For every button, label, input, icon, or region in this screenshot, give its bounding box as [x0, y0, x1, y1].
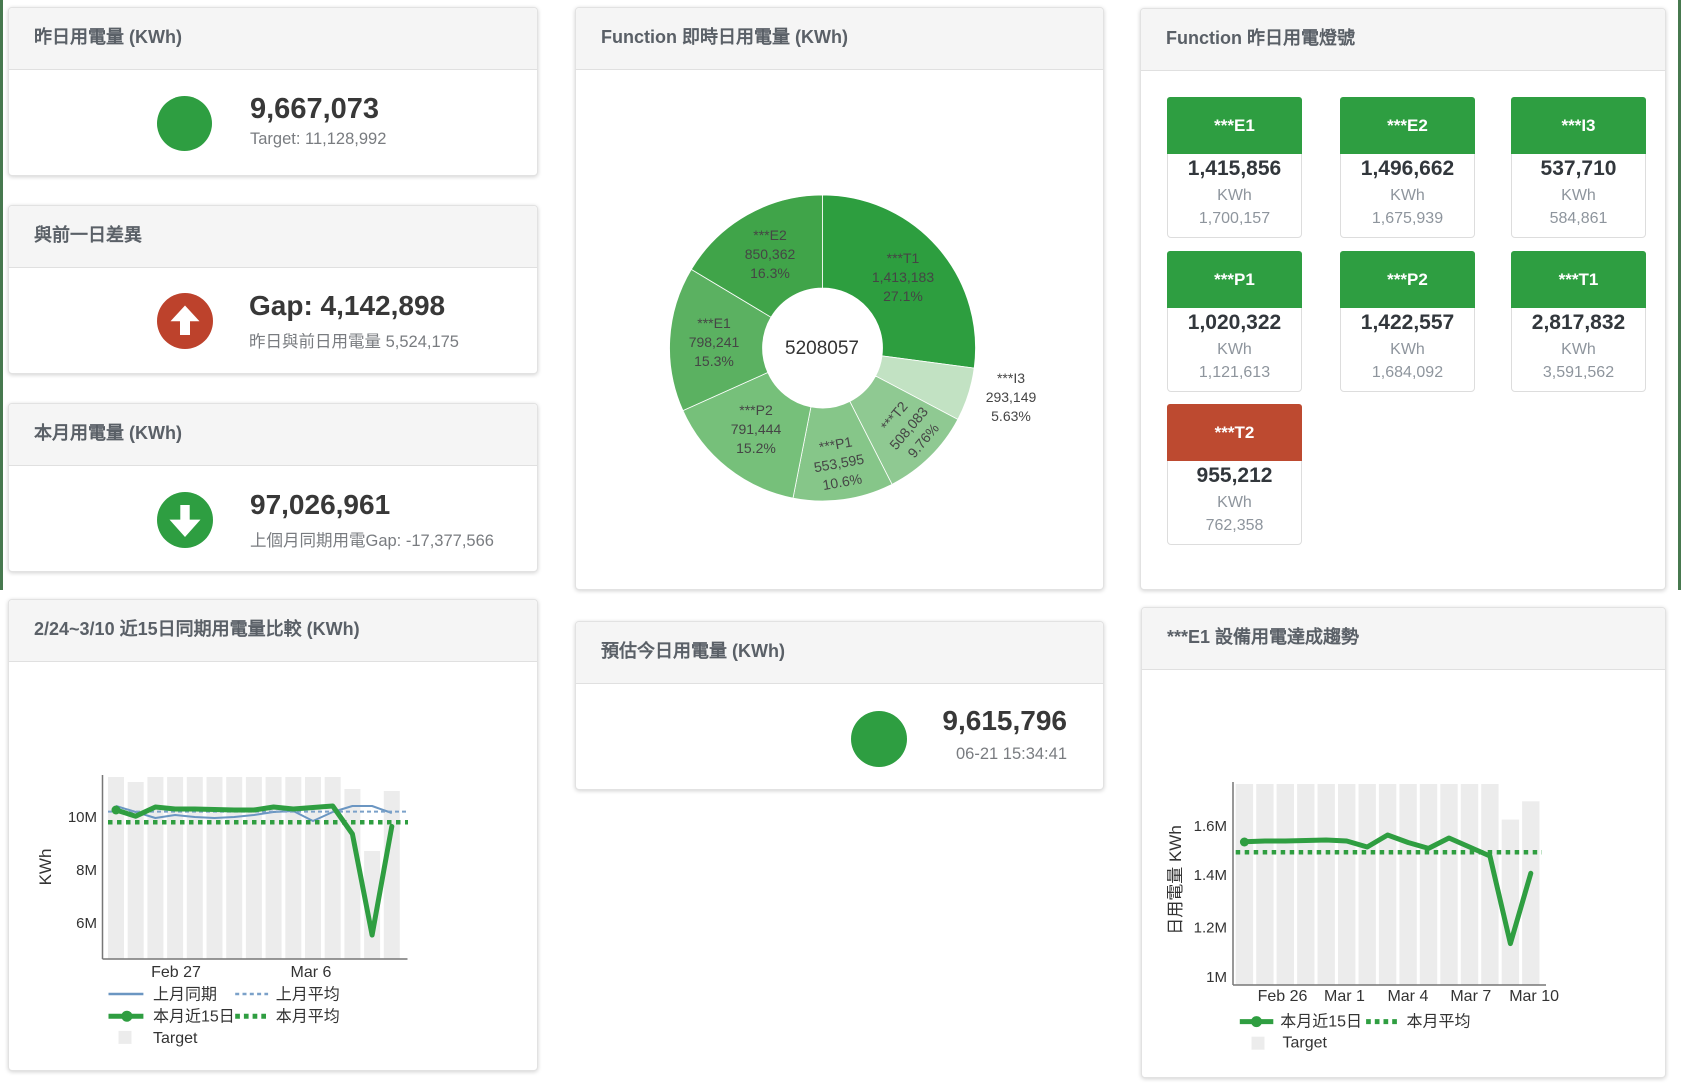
svg-text:日用電量 KWh: 日用電量 KWh [1166, 825, 1185, 935]
svg-text:Mar 1: Mar 1 [1324, 988, 1365, 1005]
svg-text:Target: Target [1283, 1035, 1328, 1052]
svg-text:Mar 7: Mar 7 [1450, 988, 1491, 1005]
svg-text:Mar 4: Mar 4 [1387, 988, 1428, 1005]
svg-text:6M: 6M [76, 915, 97, 932]
svg-text:Mar 10: Mar 10 [1509, 988, 1559, 1005]
svg-text:1.6M: 1.6M [1194, 818, 1227, 835]
svg-text:本月近15日: 本月近15日 [153, 1008, 235, 1026]
svg-text:上月同期: 上月同期 [153, 986, 217, 1004]
svg-text:Feb 26: Feb 26 [1258, 988, 1308, 1005]
svg-text:8M: 8M [76, 862, 97, 879]
svg-text:Target: Target [153, 1030, 198, 1047]
svg-text:KWh: KWh [36, 849, 55, 886]
svg-text:1.2M: 1.2M [1194, 920, 1227, 937]
svg-text:本月平均: 本月平均 [276, 1008, 340, 1026]
svg-text:1M: 1M [1206, 969, 1227, 986]
svg-text:本月平均: 本月平均 [1407, 1013, 1471, 1031]
svg-text:1.4M: 1.4M [1194, 867, 1227, 884]
svg-text:本月近15日: 本月近15日 [1280, 1013, 1362, 1031]
svg-text:Feb 27: Feb 27 [151, 964, 201, 981]
svg-text:10M: 10M [68, 809, 97, 826]
svg-text:上月平均: 上月平均 [276, 986, 340, 1004]
svg-text:Mar 6: Mar 6 [291, 964, 332, 981]
